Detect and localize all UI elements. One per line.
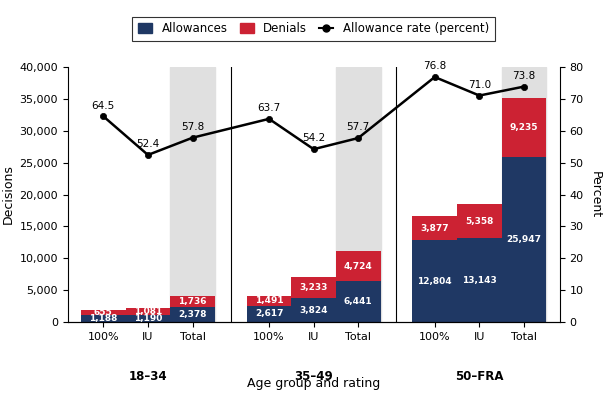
Text: 1,736: 1,736 <box>178 297 207 306</box>
Text: 18–34: 18–34 <box>129 370 167 383</box>
Bar <box>502 97 546 156</box>
Bar <box>247 296 292 305</box>
Bar <box>170 307 215 322</box>
Bar <box>336 67 381 322</box>
Bar <box>502 67 546 322</box>
Text: 50–FRA: 50–FRA <box>455 370 504 383</box>
Bar <box>336 281 381 322</box>
Text: 35–49: 35–49 <box>294 370 333 383</box>
Text: 52.4: 52.4 <box>137 139 159 149</box>
Text: 57.8: 57.8 <box>181 122 204 132</box>
Bar <box>457 204 502 238</box>
Text: 25,947: 25,947 <box>507 235 541 244</box>
X-axis label: Age group and rating: Age group and rating <box>247 377 380 390</box>
Text: 1,188: 1,188 <box>89 314 117 323</box>
Y-axis label: Percent: Percent <box>589 171 602 218</box>
Text: 655: 655 <box>94 308 113 317</box>
Bar <box>247 305 292 322</box>
Text: 3,824: 3,824 <box>300 305 328 314</box>
Text: 12,804: 12,804 <box>418 277 452 286</box>
Text: 3,233: 3,233 <box>300 283 328 292</box>
Text: 9,235: 9,235 <box>510 123 538 132</box>
Bar <box>292 298 336 322</box>
Text: 64.5: 64.5 <box>92 101 115 110</box>
Bar <box>413 241 457 322</box>
Bar <box>336 251 381 281</box>
Text: 4,724: 4,724 <box>344 262 373 270</box>
Legend: Allowances, Denials, Allowance rate (percent): Allowances, Denials, Allowance rate (per… <box>132 17 495 41</box>
Text: 2,617: 2,617 <box>255 309 284 318</box>
Text: 5,358: 5,358 <box>465 217 493 226</box>
Bar <box>125 315 170 322</box>
Text: 57.7: 57.7 <box>347 122 370 132</box>
Text: 76.8: 76.8 <box>423 61 446 71</box>
Text: 2,378: 2,378 <box>178 310 207 319</box>
Text: 13,143: 13,143 <box>462 276 497 285</box>
Text: 6,441: 6,441 <box>344 297 373 306</box>
Bar <box>292 277 336 298</box>
Bar <box>125 308 170 315</box>
Y-axis label: Decisions: Decisions <box>2 165 15 224</box>
Text: 71.0: 71.0 <box>468 80 491 90</box>
Bar <box>413 216 457 241</box>
Text: 73.8: 73.8 <box>512 71 536 81</box>
Bar <box>170 67 215 322</box>
Text: 3,877: 3,877 <box>421 224 449 233</box>
Bar <box>457 238 502 322</box>
Text: 63.7: 63.7 <box>258 103 280 113</box>
Text: 1,190: 1,190 <box>134 314 162 323</box>
Text: 1,081: 1,081 <box>134 307 162 316</box>
Bar <box>81 315 125 322</box>
Bar <box>170 296 215 307</box>
Bar <box>502 156 546 322</box>
Text: 54.2: 54.2 <box>302 134 325 143</box>
Bar <box>81 310 125 315</box>
Text: 1,491: 1,491 <box>255 296 284 305</box>
